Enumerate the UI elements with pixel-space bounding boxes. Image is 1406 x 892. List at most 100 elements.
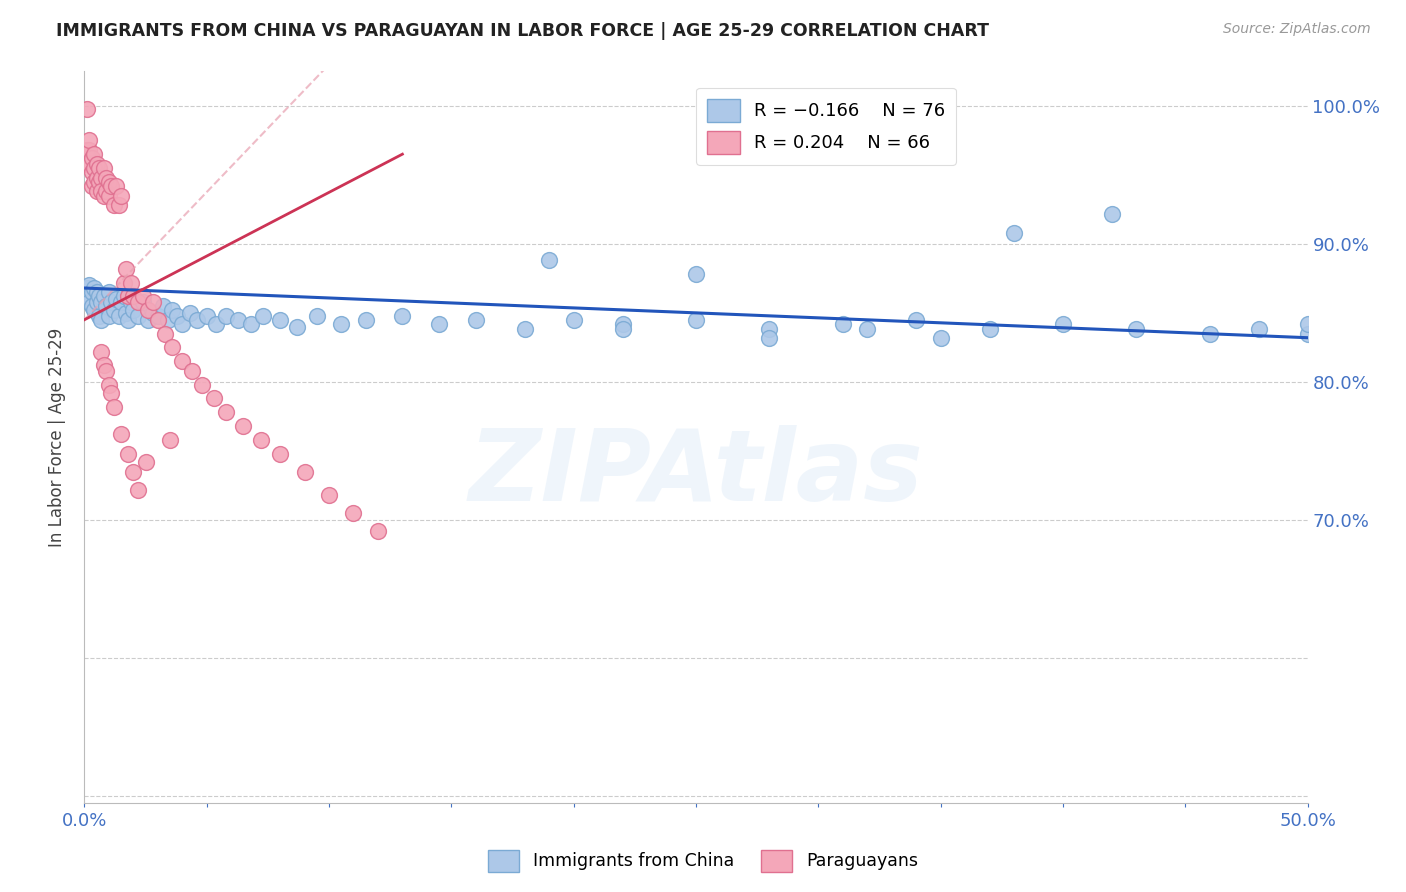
- Point: [758, 322, 780, 336]
- Point: [979, 322, 1001, 336]
- Point: [87, 161, 110, 175]
- Point: [87, 175, 110, 189]
- Point: [831, 317, 853, 331]
- Point: [100, 178, 122, 193]
- Point: [76, 157, 98, 171]
- Point: [90, 170, 112, 185]
- Point: [97, 377, 120, 392]
- Point: [181, 364, 204, 378]
- Point: [112, 276, 135, 290]
- Point: [76, 102, 98, 116]
- Point: [93, 359, 115, 373]
- Point: [103, 303, 125, 318]
- Point: [172, 354, 194, 368]
- Point: [228, 312, 250, 326]
- Point: [856, 322, 879, 336]
- Point: [215, 309, 238, 323]
- Point: [87, 289, 110, 303]
- Point: [562, 312, 585, 326]
- Point: [464, 312, 486, 326]
- Point: [513, 322, 536, 336]
- Point: [685, 312, 707, 326]
- Point: [142, 294, 165, 309]
- Point: [136, 312, 159, 326]
- Point: [100, 385, 122, 400]
- Point: [83, 175, 105, 189]
- Point: [90, 185, 112, 199]
- Point: [76, 281, 98, 295]
- Point: [122, 289, 145, 303]
- Point: [135, 455, 157, 469]
- Point: [232, 419, 254, 434]
- Point: [132, 289, 155, 303]
- Point: [153, 326, 176, 341]
- Point: [122, 303, 145, 318]
- Point: [215, 405, 238, 419]
- Point: [146, 312, 169, 326]
- Point: [318, 488, 340, 502]
- Point: [202, 392, 225, 406]
- Point: [612, 322, 634, 336]
- Point: [146, 309, 169, 323]
- Y-axis label: In Labor Force | Age 25-29: In Labor Force | Age 25-29: [48, 327, 66, 547]
- Point: [97, 309, 120, 323]
- Point: [127, 294, 149, 309]
- Point: [685, 267, 707, 281]
- Point: [117, 289, 139, 303]
- Point: [97, 285, 120, 300]
- Point: [1052, 317, 1074, 331]
- Point: [166, 309, 188, 323]
- Point: [205, 317, 228, 331]
- Text: Source: ZipAtlas.com: Source: ZipAtlas.com: [1223, 22, 1371, 37]
- Point: [90, 312, 112, 326]
- Point: [80, 285, 103, 300]
- Point: [115, 261, 138, 276]
- Point: [80, 151, 103, 165]
- Point: [249, 433, 271, 447]
- Point: [96, 185, 118, 199]
- Point: [120, 276, 142, 290]
- Point: [83, 281, 105, 295]
- Point: [294, 465, 316, 479]
- Point: [86, 157, 108, 171]
- Point: [612, 317, 634, 331]
- Point: [80, 299, 103, 313]
- Point: [191, 377, 214, 392]
- Point: [105, 178, 128, 193]
- Point: [1296, 326, 1319, 341]
- Point: [142, 306, 165, 320]
- Point: [77, 157, 100, 171]
- Legend: R = −0.166    N = 76, R = 0.204    N = 66: R = −0.166 N = 76, R = 0.204 N = 66: [696, 87, 956, 165]
- Point: [76, 143, 98, 157]
- Point: [96, 299, 118, 313]
- Point: [427, 317, 450, 331]
- Point: [107, 309, 129, 323]
- Text: IMMIGRANTS FROM CHINA VS PARAGUAYAN IN LABOR FORCE | AGE 25-29 CORRELATION CHART: IMMIGRANTS FROM CHINA VS PARAGUAYAN IN L…: [56, 22, 990, 40]
- Point: [391, 309, 413, 323]
- Point: [1247, 322, 1270, 336]
- Point: [93, 188, 115, 202]
- Point: [159, 433, 181, 447]
- Point: [179, 306, 201, 320]
- Point: [86, 185, 108, 199]
- Point: [195, 309, 218, 323]
- Point: [1296, 317, 1319, 331]
- Point: [172, 317, 194, 331]
- Point: [1125, 322, 1147, 336]
- Point: [83, 147, 105, 161]
- Point: [120, 294, 142, 309]
- Point: [305, 309, 328, 323]
- Point: [538, 253, 561, 268]
- Point: [117, 447, 139, 461]
- Point: [269, 312, 291, 326]
- Point: [1101, 206, 1123, 220]
- Point: [285, 319, 308, 334]
- Point: [127, 483, 149, 497]
- Point: [107, 198, 129, 212]
- Point: [152, 299, 174, 313]
- Point: [127, 309, 149, 323]
- Point: [103, 400, 125, 414]
- Point: [929, 331, 952, 345]
- Point: [110, 188, 132, 202]
- Point: [1002, 226, 1025, 240]
